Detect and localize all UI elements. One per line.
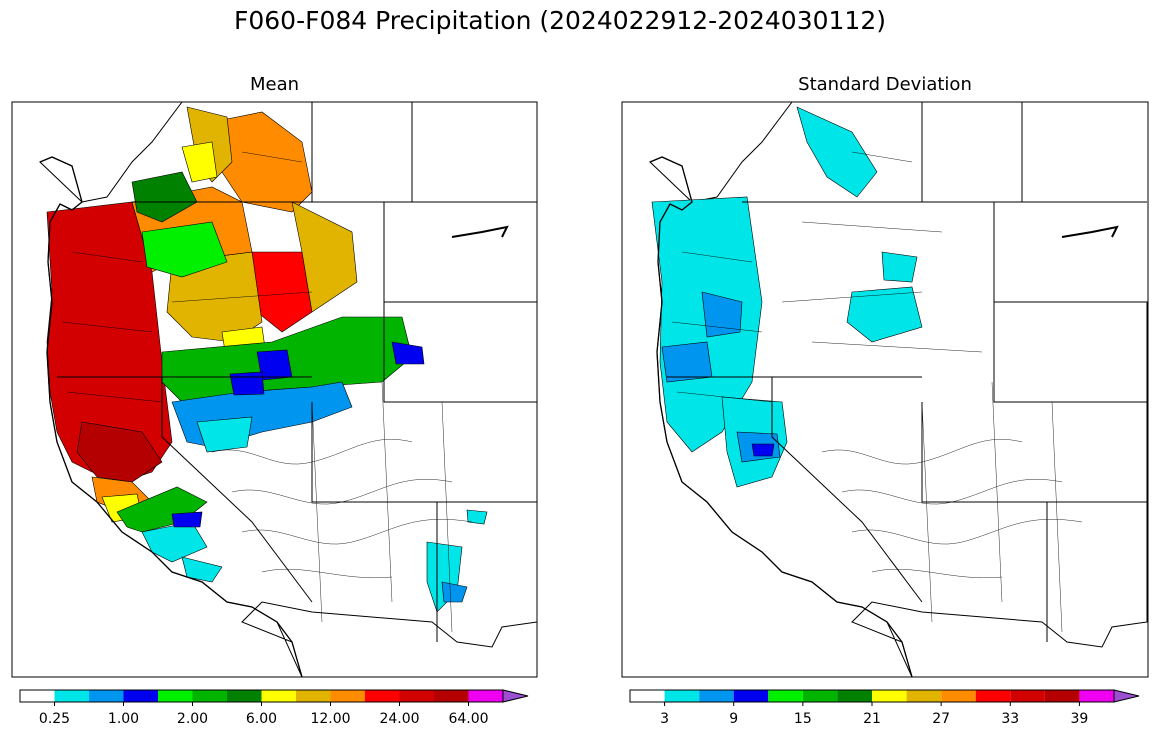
colorbar-tick-label: 21 (863, 711, 881, 727)
map-stddev-frame (621, 101, 1149, 678)
map-stddev (622, 102, 1148, 677)
colorbar-extend-arrow (502, 689, 529, 703)
colorbar-tick-label: 15 (793, 711, 812, 727)
colorbar-segment (906, 690, 942, 702)
colorbar-tick-label: 6.00 (245, 711, 278, 727)
colorbar-tick-label: 1.00 (107, 711, 140, 727)
colorbar-tick-label: 9 (729, 711, 739, 727)
colorbar-segment (1010, 690, 1045, 702)
precip-cyan-nm (466, 509, 488, 525)
colorbar-segment (296, 690, 331, 702)
precip-blue-spot (171, 511, 203, 528)
colorbar-tick-label: 2.00 (176, 711, 209, 727)
colorbar-segment (664, 690, 700, 702)
colorbar-segment (158, 690, 193, 702)
panel-mean-title: Mean (249, 74, 300, 95)
map-mean-frame (11, 101, 538, 678)
colorbar-segment (975, 690, 1011, 702)
precip-darkblue-b (229, 371, 265, 396)
colorbar-segment (837, 690, 872, 702)
colorbar-segment (192, 690, 227, 702)
precip-gold-east (291, 201, 358, 313)
precip-cyan-a (196, 416, 253, 453)
sd-blue-coast-a (701, 291, 743, 338)
colorbar-segment (123, 690, 158, 702)
precip-yellow-a (181, 141, 218, 183)
colorbar-stddev (629, 689, 1140, 706)
colorbar-segment (733, 690, 769, 702)
colorbar-segment (20, 690, 55, 702)
colorbar-segment (1044, 690, 1080, 702)
sd-cyan-east2 (881, 251, 918, 283)
precip-blue-az (441, 581, 468, 603)
colorbar-tick-label: 3 (660, 711, 670, 727)
colorbar-segment (434, 690, 469, 702)
colorbar-tick-label: 39 (1070, 711, 1089, 727)
precip-blue-east (391, 341, 425, 365)
colorbar-segment (54, 690, 89, 702)
colorbar-segment (399, 690, 434, 702)
colorbar-tick-label: 12.00 (310, 711, 351, 727)
colorbar-segment (365, 690, 400, 702)
colorbar-segment (872, 690, 907, 702)
colorbar-segment (699, 690, 734, 702)
sd-blue-coast-b (661, 341, 713, 383)
precip-cyan-socal (181, 556, 223, 583)
sd-cyan-east (846, 286, 923, 343)
precip-green-dark (131, 171, 198, 223)
panel-stddev-title: Standard Deviation (798, 74, 972, 95)
colorbar-extend-arrow (1113, 689, 1140, 703)
figure-title: F060-F084 Precipitation (2024022912-2024… (233, 6, 886, 35)
colorbar-segment (89, 690, 124, 702)
colorbar-mean (19, 689, 529, 706)
colorbar-tick-label: 64.00 (448, 711, 489, 727)
map-mean (12, 102, 537, 677)
colorbar-segment (1079, 690, 1114, 702)
precip-green-mid (141, 221, 228, 278)
colorbar-tick-label: 0.25 (38, 711, 71, 727)
colorbar-segment (261, 690, 296, 702)
colorbar-segment (941, 690, 976, 702)
colorbar-segment (330, 690, 365, 702)
colorbar-segment (630, 690, 665, 702)
sd-darkblue-nv (751, 443, 775, 457)
sd-cyan-north (796, 106, 878, 198)
colorbar-segment (802, 690, 838, 702)
colorbar-tick-label: 24.00 (379, 711, 420, 727)
colorbar-tick-label: 27 (932, 711, 951, 727)
colorbar-segment (227, 690, 262, 702)
colorbar-segment (768, 690, 803, 702)
colorbar-tick-label: 33 (1001, 711, 1020, 727)
colorbar-segment (468, 690, 503, 702)
